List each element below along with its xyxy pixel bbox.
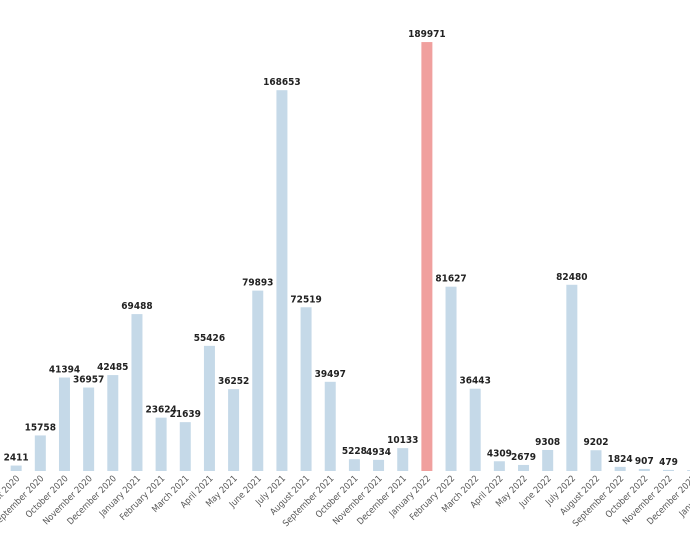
- bar-17: [373, 459, 385, 471]
- bar-18: [397, 448, 409, 471]
- bar-9: [179, 422, 191, 471]
- bar-28: [638, 468, 650, 471]
- bar-25: [566, 284, 578, 471]
- value-label-26: 9202: [583, 437, 608, 448]
- value-label-14: 72519: [290, 294, 321, 305]
- bar-24: [542, 449, 554, 471]
- bar-10: [203, 345, 215, 471]
- value-label-20: 81627: [435, 274, 466, 285]
- bar-14: [300, 307, 312, 471]
- bar-29: [662, 469, 674, 471]
- bar-6: [107, 375, 119, 471]
- value-label-10: 55426: [194, 333, 225, 344]
- value-label-12: 79893: [242, 278, 273, 289]
- bar-5: [83, 387, 95, 471]
- value-label-7: 69488: [121, 301, 152, 312]
- bar-11: [228, 389, 240, 471]
- value-label-4: 41394: [49, 365, 80, 376]
- value-label-27: 1824: [608, 454, 633, 465]
- value-label-24: 9308: [535, 437, 560, 448]
- value-label-25: 82480: [556, 272, 587, 283]
- bar-21: [469, 388, 481, 471]
- value-label-15: 39497: [315, 369, 346, 380]
- bar-4: [58, 377, 70, 471]
- bar-12: [252, 290, 264, 471]
- value-label-16: 5228: [342, 446, 367, 457]
- value-label-28: 907: [635, 456, 654, 467]
- value-label-13: 168653: [263, 77, 301, 88]
- bar-3: [34, 435, 46, 471]
- value-label-29: 479: [659, 457, 678, 468]
- bar-2: [10, 465, 22, 471]
- bar-15: [324, 381, 336, 471]
- bar-26: [590, 450, 602, 471]
- value-label-11: 36252: [218, 376, 249, 387]
- bar-8: [155, 417, 167, 471]
- bar-7: [131, 314, 143, 471]
- value-label-3: 15758: [25, 422, 56, 433]
- bar-27: [614, 466, 626, 471]
- value-label-17: 4934: [366, 447, 391, 458]
- bar-23: [518, 464, 530, 471]
- bar-19: [421, 42, 433, 471]
- value-label-2: 2411: [4, 453, 29, 464]
- bar-20: [445, 286, 457, 471]
- value-label-18: 10133: [387, 435, 418, 446]
- value-label-5: 36957: [73, 375, 104, 386]
- value-label-9: 21639: [170, 409, 201, 420]
- value-label-19: 189971: [408, 29, 446, 40]
- bar-30: [687, 470, 690, 471]
- value-label-23: 2679: [511, 452, 536, 463]
- value-label-22: 4309: [487, 448, 512, 459]
- bar-13: [276, 90, 288, 471]
- value-label-8: 23624: [145, 405, 176, 416]
- value-label-6: 42485: [97, 362, 128, 373]
- value-label-21: 36443: [460, 376, 491, 387]
- bar-22: [493, 461, 505, 471]
- bar-16: [348, 459, 360, 471]
